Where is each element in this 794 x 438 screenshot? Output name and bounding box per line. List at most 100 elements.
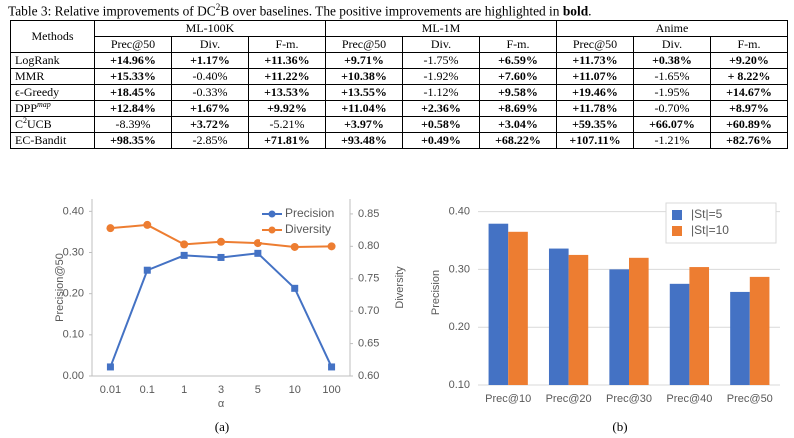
subheader-cell: F-m. [248,36,326,53]
value-cell: + 8.22% [710,68,788,85]
x-axis-label: α [218,398,225,410]
data-row: C2UCB -8.39% +3.72% -5.21% +3.97% +0.58% +3.04… [10,116,788,133]
value-cell: +66.07% [633,116,711,133]
legend-label: |St|=10 [691,223,729,237]
point [217,237,225,246]
value-cell: +11.73% [556,52,634,69]
y2-tick-label: 0.80 [358,240,379,252]
point [328,363,336,371]
method-name: DPP [15,101,38,115]
legend-swatch [268,210,276,218]
data-row: ϵ-Greedy +18.45% -0.33% +13.53% +13.55% -1.12… [10,84,788,101]
x-tick-label: Prec@10 [485,393,531,405]
y-tick-label: 0.40 [449,205,470,217]
bar [488,223,509,385]
figure-caption: (a) [215,419,229,434]
value-cell: -1.12% [402,84,480,101]
value-cell: -2.85% [171,132,249,149]
point [106,224,115,233]
x-tick-label: Prec@40 [666,393,712,405]
point [180,251,188,259]
value-cell: +9.20% [710,52,788,69]
x-tick-label: 1 [181,384,187,396]
table-caption: Table 3: Relative improvements of DC2B o… [8,2,794,19]
value-cell: +71.81% [248,132,326,149]
value-cell: +18.45% [94,84,172,101]
point [180,240,189,249]
y-tick-label: 0.40 [63,205,84,217]
results-table: Methods ML-100K ML-1M Anime Prec@50 Div. F-m. P… [10,20,788,149]
y2-axis-label: Diversity [394,266,406,309]
y2-tick-label: 0.60 [358,370,379,382]
bar [629,257,649,385]
y2-tick-label: 0.65 [358,337,379,349]
point [217,253,225,261]
y2-tick-label: 0.70 [358,305,379,317]
value-cell: +14.67% [710,84,788,101]
value-cell: +8.69% [479,100,557,117]
method-cell: C2UCB [10,116,95,133]
method-name: EC-Bandit [15,133,67,147]
value-cell: +6.59% [479,52,557,69]
point [290,242,299,251]
y2-tick-label: 0.75 [358,273,379,285]
bar [609,269,629,385]
value-cell: -1.21% [633,132,711,149]
value-cell: +98.35% [94,132,172,149]
x-tick-label: 5 [255,384,261,396]
value-cell: +93.48% [325,132,403,149]
bar [669,283,690,385]
legend-label: Diversity [285,222,331,236]
bar [548,248,569,385]
value-cell: +3.97% [325,116,403,133]
x-tick-label: 10 [289,384,301,396]
value-cell: +2.36% [402,100,480,117]
value-cell: +107.11% [556,132,634,149]
method-sup: map [37,100,51,109]
x-tick-label: Prec@20 [546,393,592,405]
header-cell: Methods [10,20,95,53]
y-tick-label: 0.30 [63,246,84,258]
header-cell: ML-1M [325,20,557,37]
y-axis-label: Precision [430,270,442,315]
method-cell: EC-Bandit [10,132,95,149]
value-cell: +9.71% [325,52,403,69]
y-tick-label: 0.30 [449,263,470,275]
y-tick-label: 0.20 [63,288,84,300]
value-cell: -0.40% [171,68,249,85]
caption-text: Table 3: Relative improvements of DC [8,3,216,19]
point [253,239,262,248]
point [143,266,151,274]
y-axis-label: Precision@50 [54,253,66,322]
value-cell: +9.92% [248,100,326,117]
legend-box [665,202,777,244]
y-tick-label: 0.10 [449,379,470,391]
method-sup: 2 [23,116,28,125]
legend-swatch [268,226,276,234]
value-cell: +60.89% [710,116,788,133]
legend-swatch [672,210,682,220]
point [291,284,299,292]
legend-box [260,202,346,242]
y-tick-label: 0.10 [63,329,84,341]
method-name: MMR [15,69,45,83]
data-row: LogRank +14.96% +1.17% +11.36% +9.71% -1.75% +… [10,52,788,69]
value-cell: +11.78% [556,100,634,117]
value-cell: +0.58% [402,116,480,133]
caption-bold: bold [562,3,589,19]
bar [730,291,750,385]
value-cell: +82.76% [710,132,788,149]
point [143,220,152,229]
method-name: UCB [27,117,52,131]
y2-tick-label: 0.85 [358,208,379,220]
bar [689,267,710,385]
method-name: ϵ-Greedy [15,85,60,99]
x-tick-label: Prec@30 [606,393,652,405]
bar [508,231,528,385]
caption-sup: 2 [215,2,221,12]
method-name: C [15,117,24,131]
subheader-row: Prec@50 Div. F-m. Prec@50 Div. F-m. Prec@50 Div… [11,36,788,53]
point [327,242,336,251]
x-tick-label: 3 [218,384,224,396]
